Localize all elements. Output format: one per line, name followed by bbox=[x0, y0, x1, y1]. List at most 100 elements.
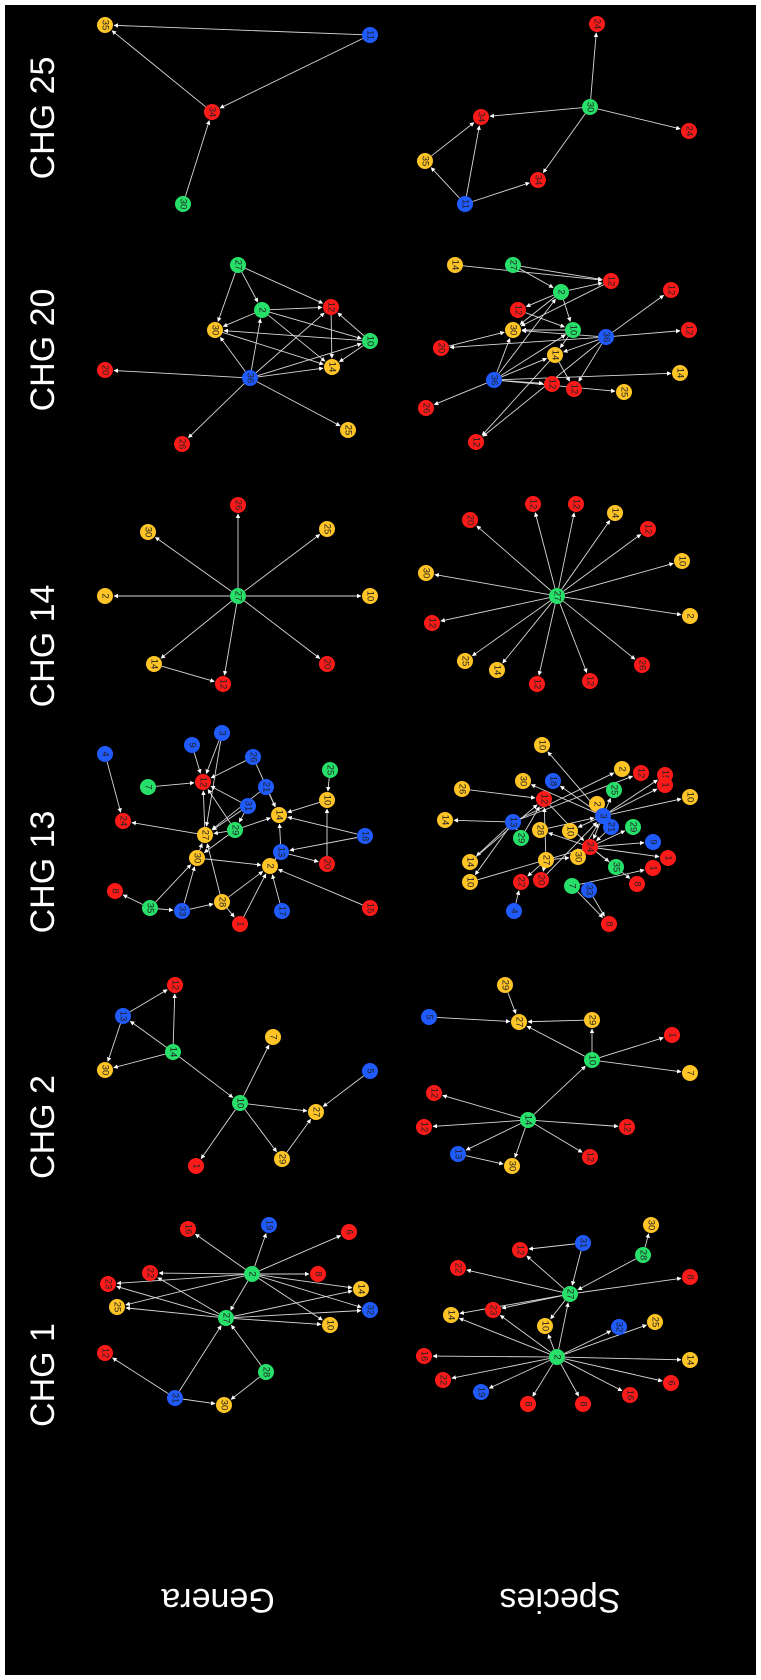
node: 10 bbox=[232, 1095, 248, 1111]
node: 28 bbox=[532, 822, 548, 838]
edge bbox=[462, 265, 603, 282]
node: 14 bbox=[324, 359, 340, 375]
node: 12 bbox=[544, 376, 560, 392]
node-label: 12 bbox=[428, 1088, 439, 1099]
node-circle bbox=[582, 1149, 598, 1165]
edge bbox=[106, 761, 122, 813]
node: 10 bbox=[319, 792, 335, 808]
node-label: 34 bbox=[475, 112, 486, 123]
node: 2 bbox=[614, 761, 630, 777]
edge bbox=[242, 817, 271, 828]
node-circle bbox=[515, 773, 531, 789]
node-circle bbox=[416, 1348, 432, 1364]
node-circle bbox=[319, 856, 335, 872]
node-circle bbox=[565, 322, 581, 338]
node-circle bbox=[505, 322, 521, 338]
node: 26 bbox=[230, 497, 246, 513]
node: 34 bbox=[204, 104, 220, 120]
edge bbox=[244, 1109, 277, 1153]
node-label: 5 bbox=[364, 1068, 375, 1073]
edge bbox=[489, 107, 583, 119]
node-circle bbox=[319, 792, 335, 808]
node: 25 bbox=[457, 653, 473, 669]
node-label: 14 bbox=[549, 350, 560, 361]
node-label: 8 bbox=[603, 921, 614, 926]
node: 10 bbox=[462, 874, 478, 890]
edge bbox=[247, 1103, 308, 1113]
node-circle bbox=[645, 860, 661, 876]
node-label: 30 bbox=[572, 852, 583, 863]
edge bbox=[453, 818, 506, 823]
node: 4 bbox=[506, 903, 522, 919]
edge bbox=[564, 1324, 647, 1355]
node-circle bbox=[362, 333, 378, 349]
node: 8 bbox=[107, 883, 123, 899]
node-circle bbox=[180, 1221, 196, 1237]
node-label: 22 bbox=[144, 1268, 155, 1279]
node-circle bbox=[450, 1146, 466, 1162]
node-label: 14 bbox=[439, 815, 450, 826]
node-label: 10 bbox=[321, 795, 332, 806]
node: 19 bbox=[261, 1217, 277, 1233]
node: 12 bbox=[663, 282, 679, 298]
node-label: 25 bbox=[321, 524, 332, 535]
node-circle bbox=[619, 1119, 635, 1135]
edge bbox=[525, 312, 565, 328]
node: 7 bbox=[140, 779, 156, 795]
node-circle bbox=[319, 521, 335, 537]
edge bbox=[172, 993, 177, 1045]
node-label: 29 bbox=[515, 833, 526, 844]
node-circle bbox=[240, 798, 256, 814]
node-circle bbox=[622, 1387, 638, 1403]
node-circle bbox=[450, 1260, 466, 1276]
graph-genera-0: 12 31 30 28 25 23 27 22 16 2 19 8 6 10 14 32 bbox=[97, 1217, 378, 1413]
node-label: 34 bbox=[206, 107, 217, 118]
edge bbox=[337, 312, 365, 337]
graph-species-5: 24 30 34 24 35 34 11 bbox=[417, 16, 697, 212]
node-label: 12 bbox=[426, 618, 437, 629]
edge bbox=[520, 265, 603, 282]
node-label: 2 bbox=[99, 593, 110, 598]
node-circle bbox=[634, 657, 650, 673]
node-circle bbox=[227, 822, 243, 838]
edge bbox=[541, 866, 547, 872]
node-label: 12 bbox=[470, 437, 481, 448]
node-label: 20 bbox=[321, 859, 332, 870]
edge bbox=[287, 815, 358, 835]
node: 10 bbox=[534, 737, 550, 753]
node-label: 18 bbox=[547, 776, 558, 787]
edge bbox=[125, 1306, 219, 1318]
node-label: 25 bbox=[111, 1302, 122, 1313]
node-circle bbox=[230, 497, 246, 513]
edge bbox=[534, 512, 556, 589]
node: 13 bbox=[505, 814, 521, 830]
edge bbox=[542, 113, 586, 174]
edge bbox=[546, 822, 598, 875]
node-circle bbox=[232, 1095, 248, 1111]
node-circle bbox=[204, 104, 220, 120]
edge bbox=[157, 907, 174, 913]
panel-label-chg-14: CHG 14 bbox=[24, 585, 62, 708]
node-circle bbox=[582, 839, 598, 855]
node-label: 12 bbox=[605, 276, 616, 287]
node-label: 8 bbox=[684, 1274, 695, 1279]
node-label: 1 bbox=[662, 855, 673, 860]
node-label: 10 bbox=[364, 336, 375, 347]
node-circle bbox=[245, 749, 261, 765]
edge bbox=[269, 305, 323, 311]
node-circle bbox=[681, 123, 697, 139]
edge bbox=[339, 345, 364, 363]
node-circle bbox=[520, 1112, 536, 1128]
node: 14 bbox=[462, 854, 478, 870]
node-circle bbox=[362, 1302, 378, 1318]
node-label: 26 bbox=[232, 500, 243, 511]
node-label: 25 bbox=[459, 656, 470, 667]
node-label: 14 bbox=[684, 1355, 695, 1366]
node-circle bbox=[462, 854, 478, 870]
node: 25 bbox=[606, 782, 622, 798]
node: 12 bbox=[529, 676, 545, 692]
node-label: 8 bbox=[631, 881, 642, 886]
node-circle bbox=[640, 521, 656, 537]
node-circle bbox=[682, 789, 698, 805]
